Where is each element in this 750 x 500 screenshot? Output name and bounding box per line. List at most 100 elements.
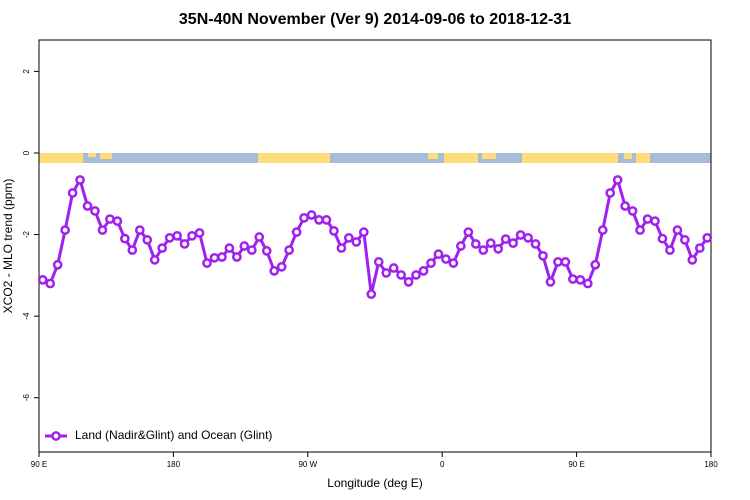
data-point <box>441 254 451 264</box>
data-point <box>545 277 556 287</box>
data-point <box>105 214 115 224</box>
data-point <box>568 274 578 284</box>
data-point <box>523 232 533 243</box>
data-point <box>194 228 205 238</box>
land-ocean-strip <box>39 153 711 163</box>
data-point <box>650 216 660 226</box>
data-point <box>179 239 190 249</box>
legend-label: Land (Nadir&Glint) and Ocean (Glint) <box>75 428 272 442</box>
data-point <box>37 275 48 285</box>
data-point <box>120 233 130 244</box>
data-point <box>291 227 302 237</box>
data-point <box>411 270 421 280</box>
data-point <box>508 238 518 248</box>
data-point <box>306 210 317 220</box>
data-point <box>456 241 466 251</box>
data-point <box>373 257 384 267</box>
data-point <box>620 201 630 211</box>
data-point <box>269 266 280 276</box>
x-tick-label: 90 W <box>298 460 317 469</box>
data-point <box>314 215 324 225</box>
y-tick-label: -2 <box>22 230 31 238</box>
data-point <box>134 225 145 235</box>
data-point <box>142 235 153 245</box>
data-point <box>396 270 406 280</box>
data-point <box>530 239 541 249</box>
data-point <box>351 237 362 247</box>
data-point <box>60 225 70 235</box>
data-point <box>67 188 78 198</box>
data-point <box>665 245 675 255</box>
data-point <box>299 213 309 223</box>
data-point <box>702 232 713 243</box>
data-point <box>680 235 690 245</box>
data-point <box>75 175 85 185</box>
data-point <box>344 232 354 243</box>
data-point <box>97 225 108 235</box>
data-point <box>590 259 601 270</box>
data-point <box>381 268 392 278</box>
data-point <box>672 225 683 235</box>
data-point <box>448 258 459 268</box>
data-point <box>358 227 369 237</box>
data-point <box>485 238 496 248</box>
data-point <box>515 230 526 240</box>
data-point <box>45 278 56 289</box>
x-tick-label: 180 <box>704 460 718 469</box>
data-point <box>157 243 168 253</box>
data-point <box>336 243 347 253</box>
data-point <box>276 261 287 272</box>
data-point <box>605 188 616 198</box>
data-point <box>239 241 250 251</box>
x-tick-label: 90 E <box>31 460 47 469</box>
data-point <box>642 214 653 224</box>
data-point <box>127 245 138 255</box>
data-point <box>582 278 593 289</box>
data-point <box>112 216 123 226</box>
data-point <box>284 245 294 255</box>
data-point <box>575 275 586 285</box>
y-axis-label: XCO2 - MLO trend (ppm) <box>1 179 15 314</box>
data-point <box>627 206 638 216</box>
plot-frame <box>38 39 712 453</box>
data-point <box>261 246 272 256</box>
x-tick-label: 0 <box>440 460 445 469</box>
data-point <box>463 227 474 237</box>
data-point <box>172 230 182 241</box>
data-point <box>224 243 235 253</box>
chart-title: 35N-40N November (Ver 9) 2014-09-06 to 2… <box>179 11 571 28</box>
y-tick-label: 0 <box>22 150 31 155</box>
x-tick-label: 180 <box>167 460 181 469</box>
y-tick-label: -6 <box>22 394 31 402</box>
data-point <box>500 234 511 244</box>
data-point <box>164 232 175 243</box>
data-point <box>478 245 489 255</box>
data-point <box>187 230 197 241</box>
data-point <box>366 289 377 299</box>
data-point <box>694 243 705 253</box>
x-axis-label: Longitude (deg E) <box>327 476 422 490</box>
data-point <box>388 263 399 273</box>
data-point <box>612 175 623 185</box>
data-point <box>403 277 414 287</box>
data-point <box>635 225 645 235</box>
data-point <box>433 249 444 260</box>
data-point <box>493 244 504 254</box>
data-point <box>687 255 698 265</box>
data-point <box>657 233 668 244</box>
data-point <box>553 257 563 267</box>
data-point <box>426 258 436 268</box>
data-point <box>149 255 160 265</box>
y-tick-label: -4 <box>22 312 31 320</box>
data-point <box>538 250 548 261</box>
data-point <box>209 252 220 263</box>
legend-marker <box>51 431 61 441</box>
data-point <box>246 245 257 255</box>
x-tick-label: 90 E <box>568 460 584 469</box>
data-point <box>232 252 242 262</box>
data-point <box>82 201 93 211</box>
data-point <box>217 252 227 262</box>
data-point <box>254 232 265 242</box>
data-point <box>321 215 332 225</box>
